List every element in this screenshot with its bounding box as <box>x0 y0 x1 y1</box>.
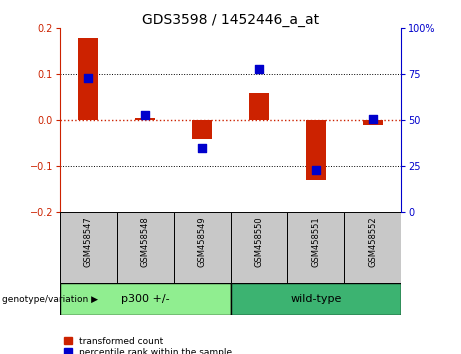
Bar <box>78 38 98 120</box>
Text: wild-type: wild-type <box>290 294 342 304</box>
Bar <box>192 120 212 139</box>
Text: GSM458548: GSM458548 <box>141 216 150 267</box>
Title: GDS3598 / 1452446_a_at: GDS3598 / 1452446_a_at <box>142 13 319 27</box>
Point <box>369 116 376 121</box>
Bar <box>230 212 287 283</box>
Bar <box>135 118 155 120</box>
Text: GSM458547: GSM458547 <box>84 216 93 267</box>
Text: p300 +/-: p300 +/- <box>121 294 170 304</box>
Bar <box>60 283 230 315</box>
Legend: transformed count, percentile rank within the sample: transformed count, percentile rank withi… <box>65 337 232 354</box>
Point <box>142 112 149 118</box>
Bar <box>174 212 230 283</box>
Bar <box>117 212 174 283</box>
Point <box>312 167 319 173</box>
Point <box>255 66 263 72</box>
Point <box>85 75 92 81</box>
Text: genotype/variation ▶: genotype/variation ▶ <box>2 295 98 304</box>
Text: GSM458551: GSM458551 <box>311 216 320 267</box>
Bar <box>287 212 344 283</box>
Point <box>198 145 206 151</box>
Bar <box>249 93 269 120</box>
Text: GSM458550: GSM458550 <box>254 216 263 267</box>
Bar <box>344 212 401 283</box>
Text: GSM458549: GSM458549 <box>198 216 207 267</box>
Bar <box>363 120 383 125</box>
Bar <box>230 283 401 315</box>
Bar <box>60 212 117 283</box>
Text: GSM458552: GSM458552 <box>368 216 377 267</box>
Bar <box>306 120 326 180</box>
